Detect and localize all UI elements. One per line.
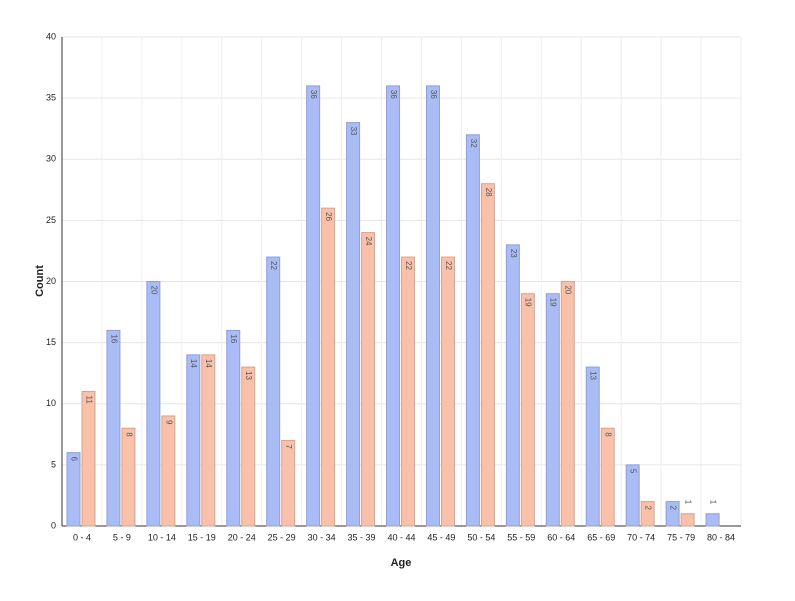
bar-label: 2 [669, 506, 678, 511]
bar [386, 85, 401, 527]
bar-label: 5 [629, 469, 638, 474]
bar-label: 14 [189, 359, 198, 368]
bar [146, 281, 161, 527]
bar [81, 391, 96, 527]
x-tick-label: 45 - 49 [427, 532, 455, 542]
bar [505, 244, 520, 527]
bar [201, 354, 216, 527]
x-tick-label: 60 - 64 [547, 532, 575, 542]
bar [520, 293, 535, 527]
bar [361, 232, 376, 527]
bar-label: 8 [124, 432, 133, 437]
y-tick-label: 35 [46, 93, 56, 103]
bar-label: 22 [269, 261, 278, 270]
bar-label: 32 [469, 139, 478, 148]
bar-label: 19 [549, 298, 558, 307]
bar [186, 354, 201, 527]
y-tick-label: 20 [46, 276, 56, 286]
bar-label: 36 [429, 90, 438, 99]
bar [321, 207, 336, 527]
x-tick-label: 70 - 74 [627, 532, 655, 542]
bar-label: 33 [349, 127, 358, 136]
bar-label: 26 [324, 212, 333, 221]
bar [121, 427, 136, 527]
bar [281, 439, 296, 527]
x-tick-label: 0 - 4 [73, 532, 91, 542]
x-tick-label: 10 - 14 [148, 532, 176, 542]
bar-label: 22 [404, 261, 413, 270]
bar-label: 20 [564, 286, 573, 295]
x-tick-label: 80 - 84 [707, 532, 735, 542]
y-tick-label: 40 [46, 31, 56, 41]
bar-label: 14 [204, 359, 213, 368]
bar-label: 13 [244, 371, 253, 380]
bar-label: 1 [708, 500, 717, 505]
bar-label: 8 [604, 432, 613, 437]
bar-label: 2 [644, 506, 653, 511]
y-tick-label: 0 [51, 520, 56, 530]
bar-label: 19 [524, 298, 533, 307]
y-tick-label: 5 [51, 459, 56, 469]
bar-label: 24 [364, 237, 373, 246]
bar [401, 256, 416, 527]
x-tick-label: 40 - 44 [387, 532, 415, 542]
y-axis-title: Count [34, 265, 46, 297]
bar-label: 7 [284, 444, 293, 449]
bar [66, 452, 81, 527]
y-tick-label: 15 [46, 337, 56, 347]
bar [106, 329, 121, 527]
bar-label: 28 [484, 188, 493, 197]
bar-label: 36 [389, 90, 398, 99]
bar-label: 22 [444, 261, 453, 270]
bar-label: 13 [589, 371, 598, 380]
x-tick-label: 55 - 59 [507, 532, 535, 542]
bar [560, 281, 575, 527]
bar-label: 1 [684, 500, 693, 505]
bar [665, 501, 680, 527]
bar-label: 36 [309, 90, 318, 99]
x-tick-label: 65 - 69 [587, 532, 615, 542]
bar [545, 293, 560, 527]
bar [161, 415, 176, 527]
bar [266, 256, 281, 527]
bar-label: 16 [229, 334, 238, 343]
x-tick-label: 15 - 19 [188, 532, 216, 542]
x-tick-label: 30 - 34 [308, 532, 336, 542]
bar [480, 183, 495, 527]
bar [425, 85, 440, 527]
bar [640, 501, 655, 527]
bar [241, 366, 256, 527]
x-tick-label: 20 - 24 [228, 532, 256, 542]
x-tick-label: 35 - 39 [348, 532, 376, 542]
bar [585, 366, 600, 527]
x-axis-title: Age [391, 557, 412, 569]
bar [680, 513, 695, 527]
bar [346, 122, 361, 527]
bar [625, 464, 640, 527]
y-tick-label: 10 [46, 398, 56, 408]
bar-label: 6 [69, 457, 78, 462]
y-tick-label: 30 [46, 154, 56, 164]
x-tick-label: 75 - 79 [667, 532, 695, 542]
bar-label: 20 [149, 286, 158, 295]
bar-label: 16 [109, 334, 118, 343]
x-tick-label: 25 - 29 [268, 532, 296, 542]
bar [465, 134, 480, 527]
y-tick-label: 25 [46, 215, 56, 225]
x-tick-label: 50 - 54 [467, 532, 495, 542]
bar [705, 513, 720, 527]
bar [226, 329, 241, 527]
bar-label: 9 [164, 420, 173, 425]
bar [306, 85, 321, 527]
x-tick-label: 5 - 9 [113, 532, 131, 542]
bar-label: 11 [84, 396, 93, 405]
bar [600, 427, 615, 527]
bar-label: 23 [509, 249, 518, 258]
bar [440, 256, 455, 527]
